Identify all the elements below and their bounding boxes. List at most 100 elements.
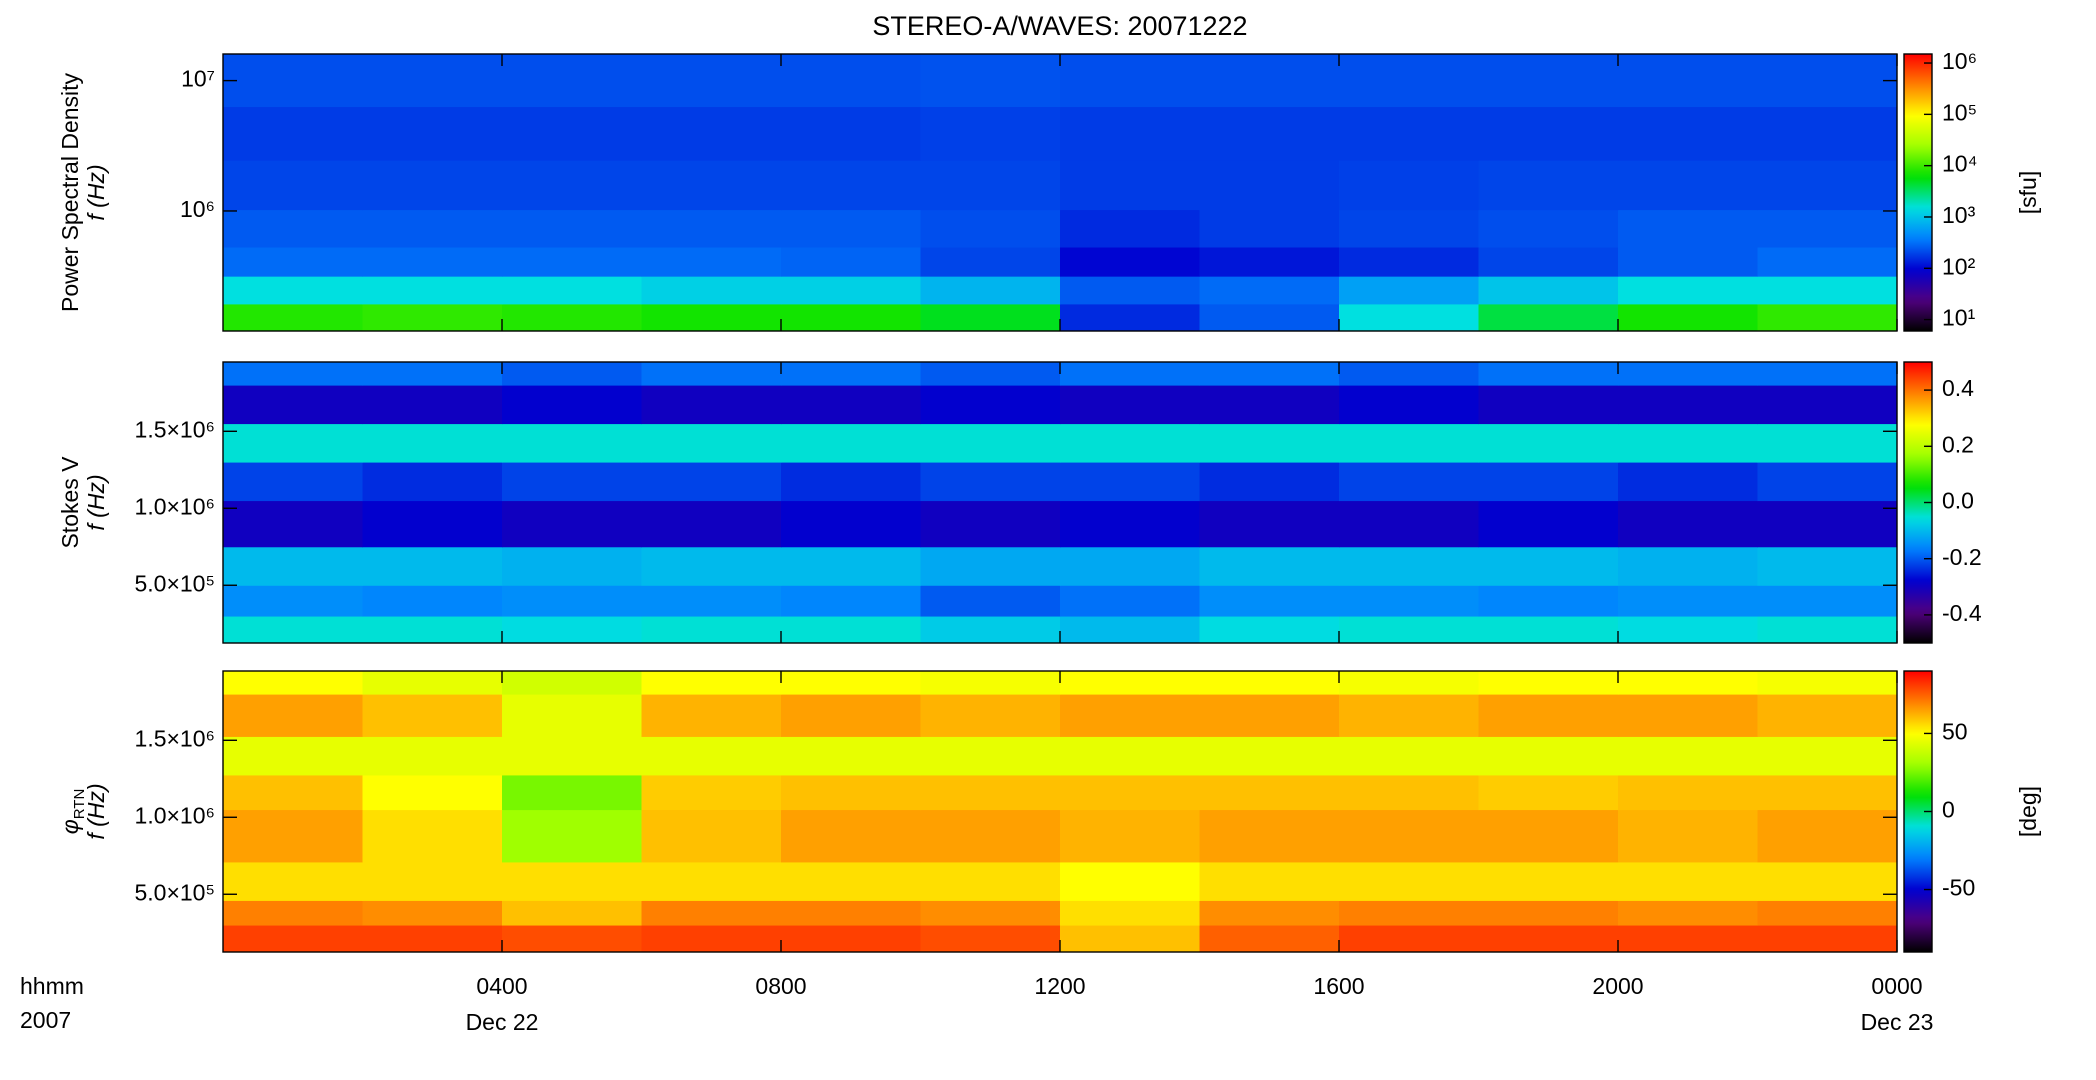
heatmap-cell xyxy=(223,694,363,737)
heatmap-cell xyxy=(920,276,1061,305)
heatmap-cell xyxy=(223,774,363,811)
heatmap-cell xyxy=(1618,694,1758,737)
heatmap-cell xyxy=(223,423,363,463)
heatmap-cell xyxy=(920,246,1061,277)
heatmap-cell xyxy=(1060,209,1200,248)
y-tick-label: 1.5×10⁶ xyxy=(135,725,215,751)
heatmap-cell xyxy=(1199,54,1340,108)
heatmap-cell xyxy=(1199,209,1340,248)
heatmap-cell xyxy=(362,462,503,502)
heatmap-cell xyxy=(1199,925,1340,953)
heatmap-cell xyxy=(641,246,782,277)
date-label: Dec 22 xyxy=(466,1009,539,1035)
colorbar-tick-label: 50 xyxy=(1942,719,1968,745)
heatmap-cell xyxy=(781,694,921,737)
colorbar-tick-label: 10³ xyxy=(1942,202,1976,228)
colorbar-tick-label: 0.2 xyxy=(1942,431,1974,457)
y-tick-label: 1.0×10⁶ xyxy=(135,493,215,519)
y-axis-label: f (Hz) xyxy=(83,164,109,220)
heatmap-cell xyxy=(1478,546,1619,586)
heatmap-cell xyxy=(223,900,363,926)
chart-title: STEREO-A/WAVES: 20071222 xyxy=(872,11,1247,41)
heatmap-cell xyxy=(1757,423,1898,463)
heatmap-cell xyxy=(362,209,503,248)
heatmap-cell xyxy=(1478,209,1619,248)
heatmap-cell xyxy=(1060,54,1200,108)
heatmap-cell xyxy=(641,276,782,305)
heatmap-cell xyxy=(920,106,1061,161)
heatmap-cell xyxy=(1478,500,1619,548)
heatmap-cell xyxy=(1618,736,1758,776)
heatmap-cell xyxy=(1339,362,1479,386)
heatmap-cell xyxy=(362,54,503,108)
heatmap-cell xyxy=(1618,671,1758,695)
heatmap-cell xyxy=(641,54,782,108)
heatmap-cell xyxy=(502,861,642,901)
heatmap-cell xyxy=(1060,694,1200,737)
heatmap-cell xyxy=(1757,385,1898,425)
heatmap-cell xyxy=(362,546,503,586)
heatmap-cell xyxy=(641,160,782,211)
heatmap-cell xyxy=(362,276,503,305)
heatmap-cell xyxy=(1478,54,1619,108)
heatmap-cell xyxy=(920,209,1061,248)
colorbar xyxy=(1903,53,1933,332)
heatmap-cell xyxy=(223,54,363,108)
heatmap-cell xyxy=(920,736,1061,776)
heatmap-cell xyxy=(781,861,921,901)
heatmap-cell xyxy=(1478,303,1619,332)
heatmap-cell xyxy=(1339,385,1479,425)
y-axis-label: Stokes V xyxy=(57,456,83,549)
heatmap-cell xyxy=(1339,809,1479,863)
x-tick-label: 2000 xyxy=(1592,973,1643,999)
heatmap-cell xyxy=(1757,246,1898,277)
heatmap-cell xyxy=(362,694,503,737)
heatmap-cell xyxy=(1339,925,1479,953)
heatmap-cell xyxy=(1478,694,1619,737)
x-tick-label: 0800 xyxy=(755,973,806,999)
heatmap-cell xyxy=(1199,546,1340,586)
heatmap-cell xyxy=(1339,736,1479,776)
heatmap-cell xyxy=(641,694,782,737)
heatmap-cell xyxy=(502,54,642,108)
heatmap-cell xyxy=(502,500,642,548)
heatmap-cell xyxy=(641,616,782,644)
heatmap-cell xyxy=(920,925,1061,953)
heatmap-cell xyxy=(1199,500,1340,548)
heatmap-cell xyxy=(1339,861,1479,901)
heatmap-cell xyxy=(1199,423,1340,463)
y-axis-label: f (Hz) xyxy=(83,783,109,839)
heatmap-cell xyxy=(1339,500,1479,548)
x-tick-label: 0000 xyxy=(1871,973,1922,999)
heatmap-cell xyxy=(1478,276,1619,305)
heatmap-cell xyxy=(781,500,921,548)
heatmap-cell xyxy=(781,809,921,863)
heatmap-cell xyxy=(502,160,642,211)
heatmap-cell xyxy=(223,546,363,586)
heatmap-cell xyxy=(1199,736,1340,776)
y-tick-label: 1.5×10⁶ xyxy=(135,416,215,442)
heatmap-cell xyxy=(1618,500,1758,548)
heatmap-cell xyxy=(362,925,503,953)
heatmap-cell xyxy=(641,585,782,617)
heatmap-cell xyxy=(1060,925,1200,953)
heatmap-cell xyxy=(1757,925,1898,953)
heatmap-cell xyxy=(641,546,782,586)
heatmap-cell xyxy=(1060,106,1200,161)
heatmap-cell xyxy=(1339,209,1479,248)
heatmap-cell xyxy=(1618,585,1758,617)
heatmap-cell xyxy=(641,736,782,776)
x-tick-label: 1600 xyxy=(1313,973,1364,999)
heatmap-cell xyxy=(223,209,363,248)
colorbar-tick-label: 10¹ xyxy=(1942,305,1976,331)
heatmap-cell xyxy=(1757,546,1898,586)
heatmap xyxy=(223,362,1898,644)
heatmap-cell xyxy=(641,106,782,161)
heatmap-cell xyxy=(1618,362,1758,386)
heatmap-cell xyxy=(1060,736,1200,776)
y-tick-label: 5.0×10⁵ xyxy=(134,879,215,905)
colorbar-tick-label: -0.2 xyxy=(1942,544,1982,570)
heatmap-cell xyxy=(502,774,642,811)
heatmap-cell xyxy=(362,616,503,644)
